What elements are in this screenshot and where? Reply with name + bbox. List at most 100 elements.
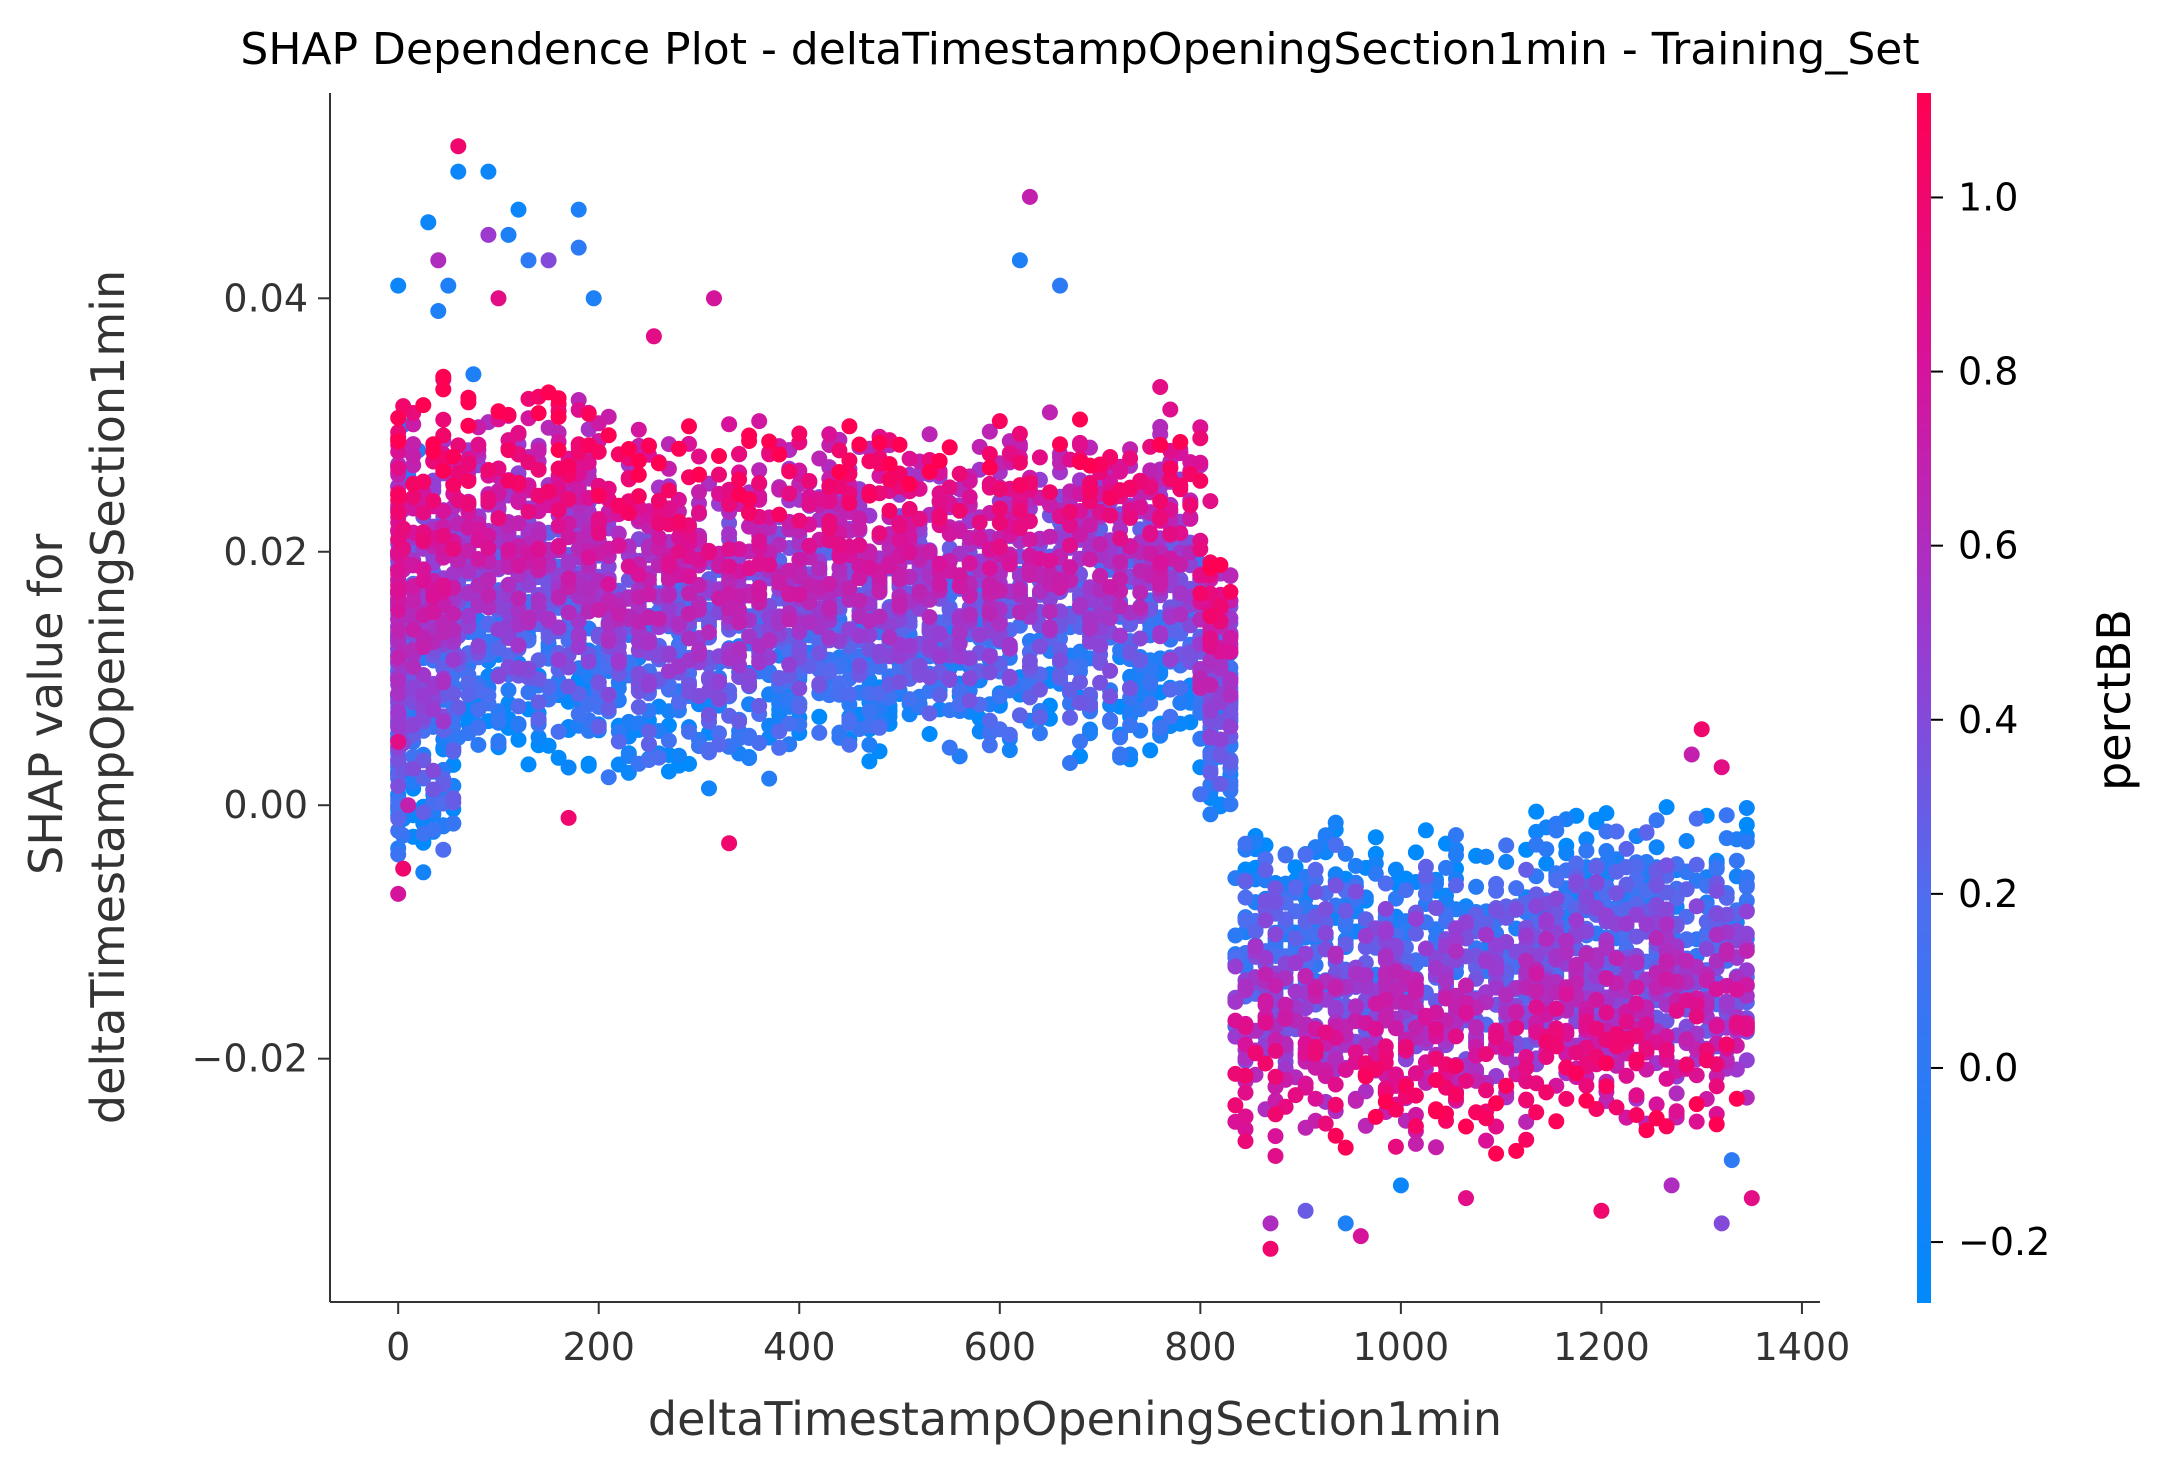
data-point bbox=[405, 760, 422, 777]
data-point bbox=[610, 606, 627, 623]
data-point bbox=[921, 705, 938, 722]
data-point bbox=[761, 556, 778, 573]
data-point bbox=[1658, 857, 1675, 874]
data-point bbox=[590, 718, 607, 735]
data-point bbox=[861, 736, 878, 753]
data-point bbox=[1172, 606, 1189, 623]
data-point bbox=[1578, 842, 1595, 859]
data-point bbox=[751, 735, 768, 751]
data-point bbox=[560, 759, 577, 776]
data-point bbox=[1508, 1003, 1525, 1020]
data-point bbox=[620, 558, 637, 575]
data-point bbox=[1608, 863, 1625, 880]
data-point bbox=[1658, 916, 1675, 933]
data-point bbox=[1438, 972, 1454, 989]
data-point bbox=[670, 658, 687, 675]
data-point bbox=[1588, 991, 1605, 1008]
data-point bbox=[1082, 551, 1098, 568]
data-point bbox=[1417, 940, 1434, 957]
data-point bbox=[711, 690, 727, 707]
data-point bbox=[721, 558, 738, 575]
data-point bbox=[520, 503, 537, 520]
data-point bbox=[1267, 926, 1284, 943]
data-point bbox=[1152, 628, 1169, 645]
data-point bbox=[1387, 1020, 1404, 1037]
data-point bbox=[610, 733, 627, 750]
data-point bbox=[1152, 554, 1169, 571]
data-point bbox=[691, 484, 707, 501]
data-point bbox=[445, 651, 462, 668]
data-point bbox=[1162, 681, 1179, 698]
data-point bbox=[1237, 889, 1254, 906]
data-point bbox=[1688, 898, 1705, 915]
data-point bbox=[1618, 915, 1635, 932]
data-point bbox=[911, 583, 928, 600]
data-point bbox=[1708, 1018, 1725, 1035]
data-point bbox=[1257, 912, 1274, 929]
data-point bbox=[1212, 731, 1229, 748]
data-point bbox=[390, 778, 407, 794]
data-point bbox=[821, 493, 838, 510]
data-point bbox=[791, 551, 808, 568]
data-point bbox=[1528, 803, 1545, 820]
data-point bbox=[851, 627, 868, 644]
data-point bbox=[530, 729, 547, 746]
data-point bbox=[1102, 711, 1119, 728]
data-point bbox=[1001, 726, 1018, 743]
data-point bbox=[390, 582, 407, 599]
data-point bbox=[1738, 833, 1755, 850]
data-point bbox=[1718, 807, 1735, 824]
data-point bbox=[1327, 979, 1344, 996]
data-point bbox=[1267, 1148, 1284, 1164]
data-point bbox=[1377, 924, 1394, 941]
data-point bbox=[811, 724, 828, 741]
data-point bbox=[1638, 916, 1655, 933]
data-point bbox=[1428, 1139, 1444, 1156]
data-point bbox=[390, 810, 407, 827]
data-point bbox=[1031, 638, 1048, 655]
data-point bbox=[440, 277, 457, 294]
data-point bbox=[1683, 746, 1700, 763]
data-point bbox=[1227, 927, 1244, 944]
data-point bbox=[861, 559, 878, 576]
data-point bbox=[670, 747, 687, 764]
data-point bbox=[1428, 960, 1444, 977]
data-point bbox=[1568, 855, 1585, 872]
data-point bbox=[911, 657, 928, 674]
data-point bbox=[1277, 1010, 1294, 1027]
data-point bbox=[640, 609, 657, 626]
data-point bbox=[415, 804, 432, 821]
data-point bbox=[445, 815, 462, 832]
data-point bbox=[1152, 379, 1169, 395]
data-point bbox=[1508, 901, 1525, 918]
data-point bbox=[1478, 1132, 1495, 1149]
data-point bbox=[510, 660, 527, 677]
data-point bbox=[480, 540, 497, 557]
data-point bbox=[1072, 674, 1088, 691]
data-point bbox=[1052, 277, 1068, 294]
data-point bbox=[450, 163, 467, 180]
data-point bbox=[430, 252, 447, 269]
data-point bbox=[1618, 1013, 1635, 1030]
data-point bbox=[1072, 643, 1088, 660]
data-point bbox=[741, 750, 758, 767]
data-point bbox=[1011, 252, 1028, 269]
data-point bbox=[510, 557, 527, 574]
data-point bbox=[691, 448, 707, 465]
data-point bbox=[1367, 865, 1384, 882]
data-point bbox=[600, 686, 617, 703]
data-point bbox=[490, 290, 507, 307]
data-point bbox=[1448, 943, 1464, 960]
data-point bbox=[1062, 755, 1078, 771]
data-point bbox=[1122, 717, 1139, 734]
data-point bbox=[415, 572, 432, 589]
data-point bbox=[520, 684, 537, 701]
data-point bbox=[1392, 1177, 1409, 1194]
data-point bbox=[1011, 707, 1028, 724]
data-point bbox=[450, 699, 467, 716]
data-point bbox=[1663, 1177, 1680, 1194]
data-point bbox=[1031, 725, 1048, 742]
data-point bbox=[981, 664, 998, 681]
data-point bbox=[1072, 596, 1088, 613]
data-point bbox=[1377, 949, 1394, 965]
